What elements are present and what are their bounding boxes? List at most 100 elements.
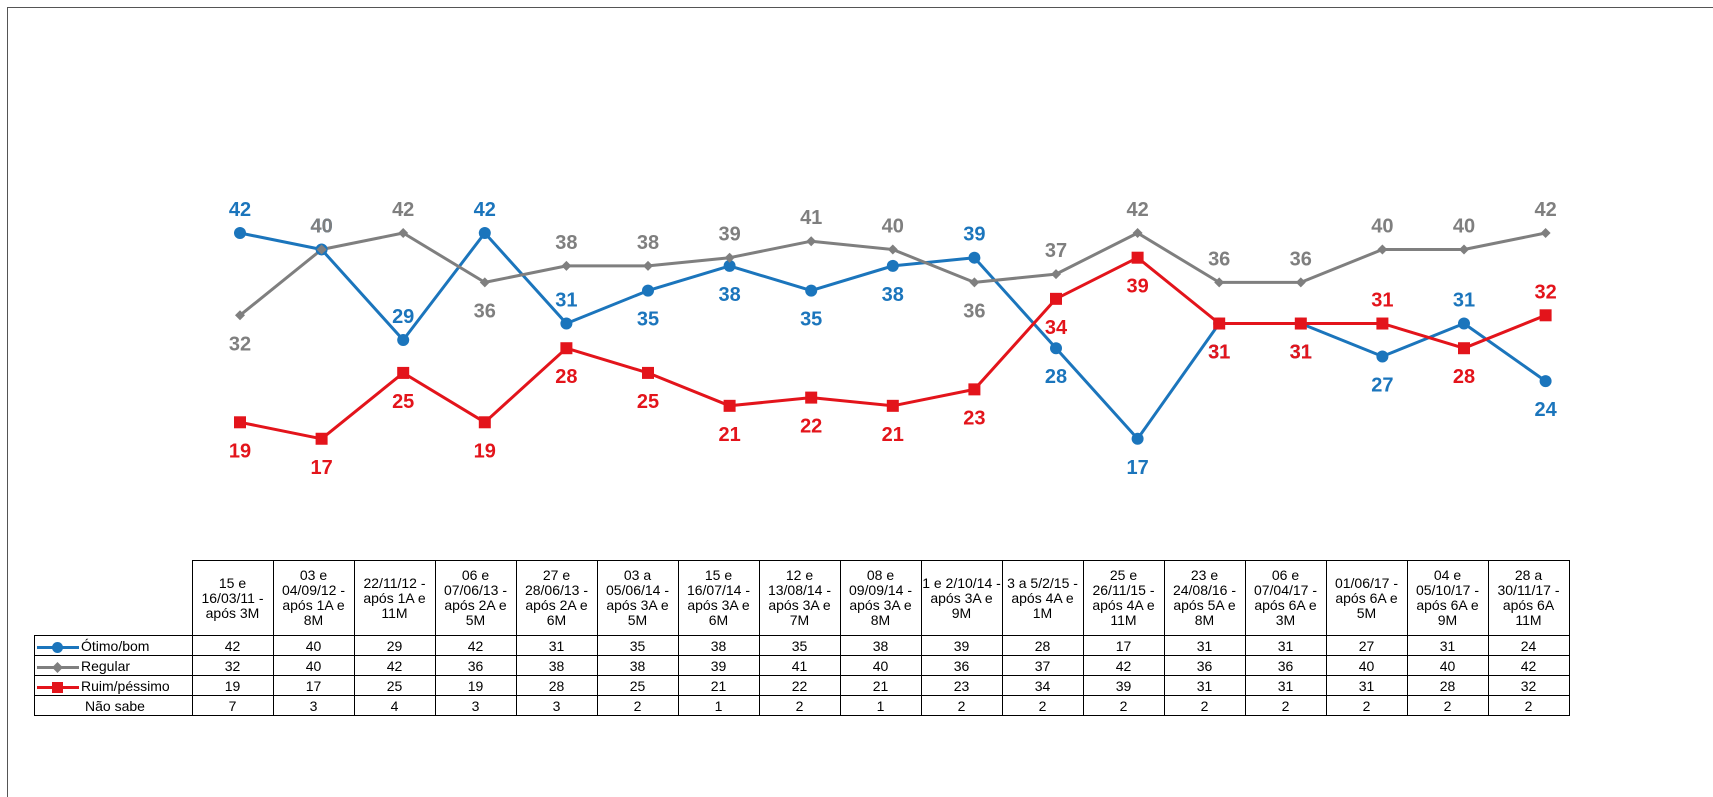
table-cell: 39: [920, 635, 1003, 656]
data-label-otimo-bom: 31: [1290, 342, 1312, 364]
point-otimo-bom: [234, 227, 246, 239]
table-cell: 40: [1406, 655, 1489, 676]
table-column-header: 22/11/12 - após 1A e 11M: [353, 560, 436, 636]
data-label-ruim-pessimo: 25: [392, 391, 414, 413]
data-label-regular: 36: [963, 300, 985, 322]
point-regular: [1295, 277, 1306, 288]
table-cell: 3: [515, 695, 598, 716]
point-ruim-pessimo: [478, 416, 491, 429]
point-regular: [1214, 277, 1225, 288]
table-cell: 19: [434, 675, 517, 696]
table-cell: 31: [1406, 635, 1489, 656]
point-ruim-pessimo: [1131, 251, 1144, 264]
data-label-regular: 40: [882, 215, 904, 237]
data-label-regular: 32: [229, 333, 251, 355]
table-cell: 2: [758, 695, 841, 716]
point-otimo-bom: [560, 317, 573, 330]
table-cell: 39: [677, 655, 760, 676]
data-label-ruim-pessimo: 19: [474, 440, 496, 462]
legend-key-ruim-pessimo: [37, 681, 79, 693]
point-regular: [1051, 269, 1061, 280]
chart-frame: [7, 7, 1713, 797]
table-column-header: 15 e 16/03/11 - após 3M: [191, 560, 274, 636]
data-label-ruim-pessimo: 22: [800, 416, 822, 438]
table-cell: 42: [434, 635, 517, 656]
data-label-otimo-bom: 31: [1453, 290, 1475, 312]
row-header-regular: Regular: [34, 655, 193, 676]
point-ruim-pessimo: [1458, 342, 1470, 355]
data-label-regular: 40: [1371, 215, 1393, 237]
point-otimo-bom: [1458, 317, 1470, 330]
point-otimo-bom: [968, 251, 981, 264]
table-cell: 2: [1163, 695, 1246, 716]
point-regular: [724, 252, 735, 263]
data-label-otimo-bom: 35: [637, 309, 659, 331]
table-cell: 29: [353, 635, 436, 656]
table-cell: 41: [758, 655, 841, 676]
data-label-regular: 38: [637, 232, 659, 254]
table-cell: 21: [839, 675, 922, 696]
point-ruim-pessimo: [234, 416, 246, 429]
point-ruim-pessimo: [723, 399, 736, 412]
table-cell: 1: [839, 695, 922, 716]
point-ruim-pessimo: [886, 399, 899, 412]
point-ruim-pessimo: [397, 366, 410, 379]
table-column-header: 1 e 2/10/14 - após 3A e 9M: [920, 560, 1003, 636]
table-column-header: 25 e 26/11/15 - após 4A e 11M: [1082, 560, 1165, 636]
table-cell: 23: [920, 675, 1003, 696]
data-label-regular: 42: [392, 199, 414, 221]
table-cell: 40: [272, 635, 355, 656]
table-cell: 42: [191, 635, 274, 656]
table-column-header: 06 e 07/06/13 - após 2A e 5M: [434, 560, 517, 636]
data-label-otimo-bom: 17: [1126, 457, 1148, 479]
point-ruim-pessimo: [560, 342, 573, 355]
point-otimo-bom: [1539, 375, 1552, 388]
data-label-otimo-bom: 35: [800, 309, 822, 331]
data-table: 15 e 16/03/11 - após 3M 03 e 04/09/12 - a…: [34, 560, 1570, 716]
table-cell: 32: [191, 655, 274, 676]
legend-key-otimo-bom: [37, 641, 79, 653]
table-column-header: 08 e 09/09/14 - após 3A e 8M: [839, 560, 922, 636]
point-ruim-pessimo: [968, 383, 981, 396]
table-cell: 2: [920, 695, 1003, 716]
data-label-otimo-bom: 38: [718, 284, 740, 306]
table-cell: 40: [272, 655, 355, 676]
table-column-header: 03 a 05/06/14 - após 3A e 5M: [596, 560, 679, 636]
data-label-regular: 39: [718, 224, 740, 246]
table-cell: 28: [1406, 675, 1489, 696]
data-label-ruim-pessimo: 17: [310, 457, 332, 479]
data-label-otimo-bom: 38: [882, 284, 904, 306]
table-cell: 42: [1082, 655, 1165, 676]
data-label-otimo-bom: 40: [310, 215, 332, 237]
table-cell: 40: [1325, 655, 1408, 676]
table-column-header: 06 e 07/04/17 - após 6A e 3M: [1244, 560, 1327, 636]
data-label-regular: 40: [310, 215, 332, 237]
table-cell: 36: [1244, 655, 1327, 676]
table-cell: 36: [920, 655, 1003, 676]
table-cell: 42: [353, 655, 436, 676]
table-cell: 36: [434, 655, 517, 676]
data-label-ruim-pessimo: 25: [637, 391, 659, 413]
table-cell: 31: [515, 635, 598, 656]
data-label-otimo-bom: 31: [1208, 342, 1230, 364]
table-cell: 38: [596, 655, 679, 676]
table-cell: 25: [596, 675, 679, 696]
point-otimo-bom: [886, 259, 899, 272]
point-ruim-pessimo: [1294, 317, 1307, 330]
point-regular: [806, 236, 817, 247]
table-cell: 4: [353, 695, 436, 716]
legend-key-regular: [37, 661, 79, 673]
data-label-ruim-pessimo: 28: [555, 366, 577, 388]
row-label: Não sabe: [85, 697, 145, 714]
table-cell: 17: [1082, 635, 1165, 656]
table-cell: 22: [758, 675, 841, 696]
data-label-regular: 41: [800, 207, 822, 229]
table-cell: 17: [272, 675, 355, 696]
table-cell: 28: [515, 675, 598, 696]
point-regular: [479, 277, 490, 288]
table-column-header: 15 e 16/07/14 - após 3A e 6M: [677, 560, 760, 636]
table-cell: 27: [1325, 635, 1408, 656]
data-label-ruim-pessimo: 31: [1290, 342, 1312, 364]
table-cell: 38: [515, 655, 598, 676]
data-label-otimo-bom: 39: [963, 224, 985, 246]
